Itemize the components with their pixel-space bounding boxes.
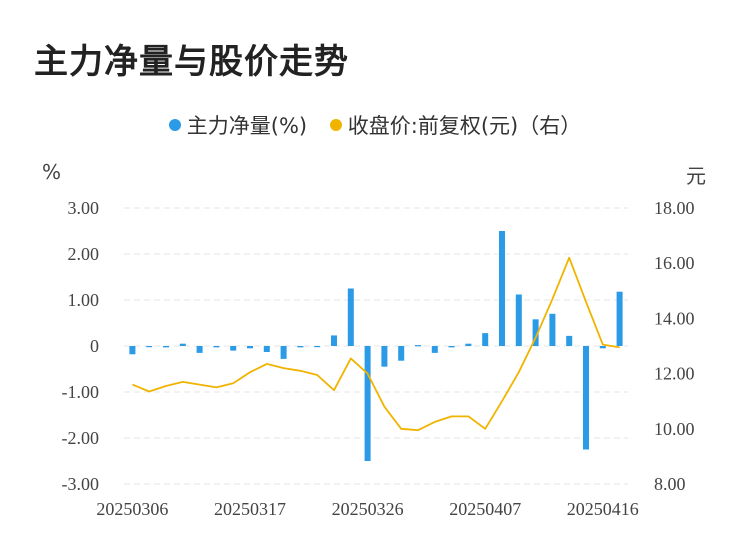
left-axis-tick-label: 3.00 — [68, 198, 100, 218]
left-axis-tick-label: -1.00 — [62, 382, 100, 402]
legend-label-close-price: 收盘价:前复权(元)（右） — [347, 114, 582, 138]
bar — [431, 346, 438, 353]
right-axis-tick-label: 8.00 — [654, 474, 686, 494]
x-axis-tick-label: 20250416 — [567, 499, 639, 519]
bar — [230, 346, 237, 351]
bar — [179, 343, 186, 346]
x-axis-tick-label: 20250407 — [449, 499, 521, 519]
legend-label-net-volume: 主力净量(%) — [186, 114, 308, 138]
bar — [381, 346, 388, 367]
bar — [599, 346, 606, 349]
bar — [146, 346, 153, 348]
left-axis-tick-label: 2.00 — [68, 244, 100, 264]
bar — [398, 346, 405, 361]
bar — [616, 291, 623, 346]
x-axis-tick-label: 20250317 — [214, 499, 286, 519]
legend-marker-close-price — [329, 119, 342, 131]
bar — [515, 294, 522, 346]
right-axis-tick-label: 14.00 — [654, 308, 695, 328]
left-axis-tick-label: -3.00 — [62, 474, 100, 494]
bar — [532, 319, 539, 346]
bar — [314, 346, 321, 348]
bar — [482, 333, 489, 346]
bar — [280, 346, 287, 359]
bar — [499, 231, 505, 346]
legend-marker-net-volume — [168, 119, 181, 131]
bar — [129, 346, 136, 355]
bar — [347, 288, 354, 346]
left-axis-tick-label: 1.00 — [68, 290, 100, 310]
bar — [364, 346, 371, 461]
bar — [297, 346, 304, 348]
left-axis-tick-label: 0 — [90, 336, 99, 356]
bar — [583, 346, 589, 450]
right-axis-tick-label: 12.00 — [654, 364, 695, 384]
bar — [213, 346, 220, 348]
bar — [465, 343, 472, 346]
bar — [331, 335, 337, 346]
bar — [566, 335, 573, 346]
bar — [196, 346, 203, 353]
left-axis-tick-label: -2.00 — [62, 428, 100, 448]
chart-title: 主力净量与股价走势 — [34, 42, 349, 82]
x-axis-tick-label: 20250306 — [96, 499, 168, 519]
bar — [448, 346, 455, 348]
left-axis-unit: % — [42, 160, 62, 184]
bar — [415, 345, 421, 347]
legend: 主力净量(%) 收盘价:前复权(元)（右） — [0, 110, 750, 140]
right-axis-tick-label: 10.00 — [654, 419, 695, 439]
legend-item-net-volume[interactable]: 主力净量(%) — [168, 110, 308, 140]
price-line — [132, 256, 620, 432]
x-axis-tick-label: 20250326 — [332, 499, 404, 519]
bar — [263, 346, 270, 352]
bar — [163, 346, 169, 348]
bar — [247, 346, 253, 349]
right-axis-tick-label: 16.00 — [654, 253, 695, 273]
bar — [549, 313, 556, 346]
legend-item-close-price[interactable]: 收盘价:前复权(元)（右） — [329, 110, 582, 140]
right-axis-unit: 元 — [686, 164, 706, 188]
right-axis-tick-label: 18.00 — [654, 198, 695, 218]
